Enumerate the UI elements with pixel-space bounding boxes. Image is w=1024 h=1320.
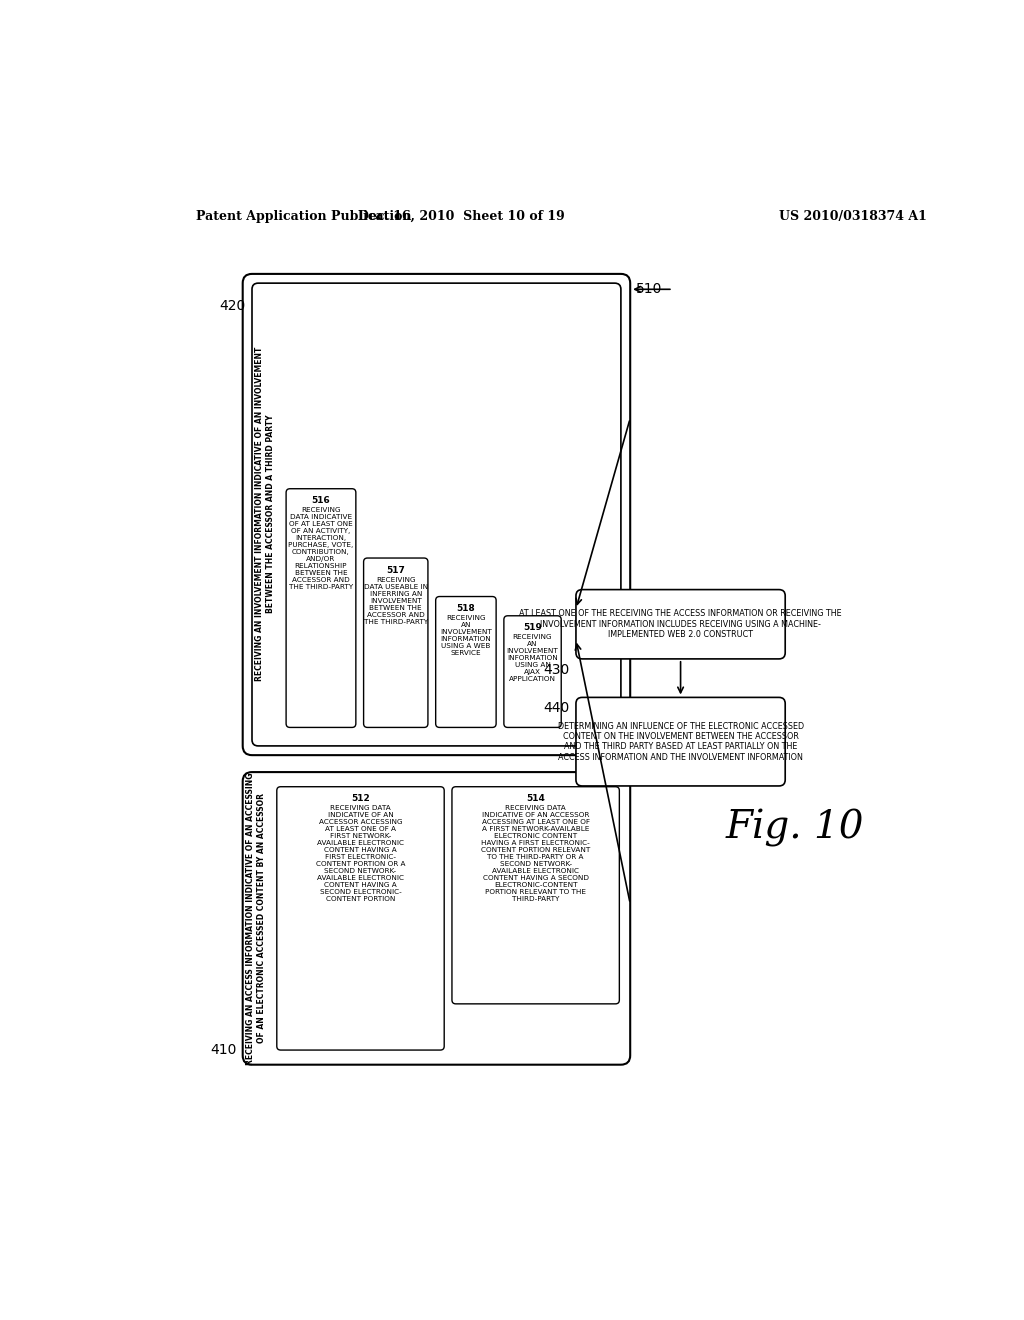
Text: RECEIVING DATA
INDICATIVE OF AN ACCESSOR
ACCESSING AT LEAST ONE OF
A FIRST NETWO: RECEIVING DATA INDICATIVE OF AN ACCESSOR… [481,805,590,902]
Text: US 2010/0318374 A1: US 2010/0318374 A1 [779,210,928,223]
FancyBboxPatch shape [575,697,785,785]
Text: RECEIVING
AN
INVOLVEMENT
INFORMATION
USING A WEB
SERVICE: RECEIVING AN INVOLVEMENT INFORMATION USI… [440,615,492,656]
Text: 510: 510 [636,281,663,296]
Text: RECEIVING DATA
INDICATIVE OF AN
ACCESSOR ACCESSING
AT LEAST ONE OF A
FIRST NETWO: RECEIVING DATA INDICATIVE OF AN ACCESSOR… [315,805,406,902]
Text: Patent Application Publication: Patent Application Publication [197,210,412,223]
FancyBboxPatch shape [364,558,428,727]
Text: 440: 440 [544,701,569,715]
FancyBboxPatch shape [504,615,561,727]
Text: Dec. 16, 2010  Sheet 10 of 19: Dec. 16, 2010 Sheet 10 of 19 [357,210,564,223]
Text: 519: 519 [523,623,542,632]
Text: 516: 516 [311,496,331,506]
Text: 517: 517 [386,566,406,574]
FancyBboxPatch shape [276,787,444,1051]
FancyBboxPatch shape [575,590,785,659]
Text: RECEIVING
DATA INDICATIVE
OF AT LEAST ONE
OF AN ACTIVITY,
INTERACTION,
PURCHASE,: RECEIVING DATA INDICATIVE OF AT LEAST ON… [289,507,353,590]
Text: 514: 514 [526,795,545,804]
FancyBboxPatch shape [452,787,620,1003]
Text: RECEIVING AN INVOLVEMENT INFORMATION INDICATIVE OF AN INVOLVEMENT
BETWEEN THE AC: RECEIVING AN INVOLVEMENT INFORMATION IND… [255,347,274,681]
Text: RECEIVING
DATA USEABLE IN
INFERRING AN
INVOLVEMENT
BETWEEN THE
ACCESSOR AND
THE : RECEIVING DATA USEABLE IN INFERRING AN I… [364,577,428,624]
Text: 430: 430 [544,663,569,677]
FancyBboxPatch shape [286,488,356,727]
Text: 410: 410 [210,1043,237,1057]
FancyBboxPatch shape [243,772,630,1065]
Text: RECEIVING AN ACCESS INFORMATION INDICATIVE OF AN ACCESSING
OF AN ELECTRONIC ACCE: RECEIVING AN ACCESS INFORMATION INDICATI… [246,772,265,1065]
FancyBboxPatch shape [252,284,621,746]
FancyBboxPatch shape [435,597,496,727]
Text: 518: 518 [457,605,475,614]
FancyBboxPatch shape [243,275,630,755]
Text: AT LEAST ONE OF THE RECEIVING THE ACCESS INFORMATION OR RECEIVING THE
INVOLVEMEN: AT LEAST ONE OF THE RECEIVING THE ACCESS… [519,610,842,639]
Text: RECEIVING
AN
INVOLVEMENT
INFORMATION
USING AN
AJAX
APPLICATION: RECEIVING AN INVOLVEMENT INFORMATION USI… [507,635,558,682]
Text: DETERMINING AN INFLUENCE OF THE ELECTRONIC ACCESSED
CONTENT ON THE INVOLVEMENT B: DETERMINING AN INFLUENCE OF THE ELECTRON… [557,722,804,762]
Text: 512: 512 [351,795,370,804]
Text: Fig. 10: Fig. 10 [725,809,864,847]
Text: 420: 420 [219,298,246,313]
